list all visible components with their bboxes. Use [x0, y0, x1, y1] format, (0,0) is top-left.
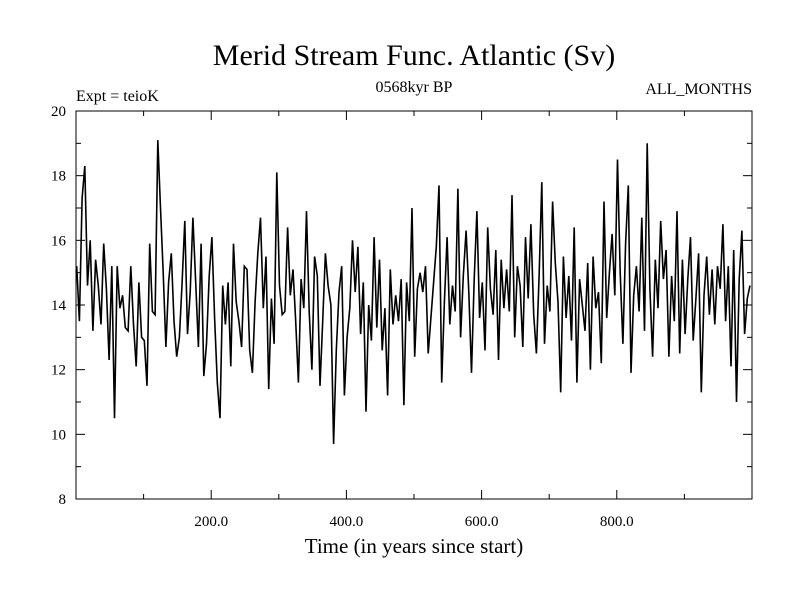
y-tick-label: 10 [51, 427, 66, 443]
x-axis-label: Time (in years since start) [305, 534, 524, 558]
chart-title: Merid Stream Func. Atlantic (Sv) [213, 39, 615, 72]
y-tick-label: 14 [51, 298, 67, 314]
x-tick-label: 600.0 [465, 514, 499, 530]
y-tick-label: 20 [51, 104, 66, 120]
y-tick-label: 12 [51, 363, 66, 379]
series-group [75, 140, 751, 445]
series-line [75, 140, 751, 445]
y-tick-label: 16 [51, 233, 67, 249]
plot-frame [75, 110, 753, 500]
x-tick-label: 200.0 [194, 514, 228, 530]
x-tick-label: 800.0 [600, 514, 634, 530]
axis-tick-labels: 8 10 12 14 16 18 20 200.0 400.0 600.0 800.0 [51, 104, 634, 530]
y-tick-label: 18 [51, 169, 66, 185]
chart-subtitle-center: 0568kyr BP [376, 79, 453, 96]
y-tick-label: 8 [59, 492, 67, 508]
chart-subtitle-right: ALL_MONTHS [645, 81, 752, 98]
chart-subtitle-left: Expt = teioK [76, 88, 159, 105]
x-tick-label: 400.0 [330, 514, 364, 530]
